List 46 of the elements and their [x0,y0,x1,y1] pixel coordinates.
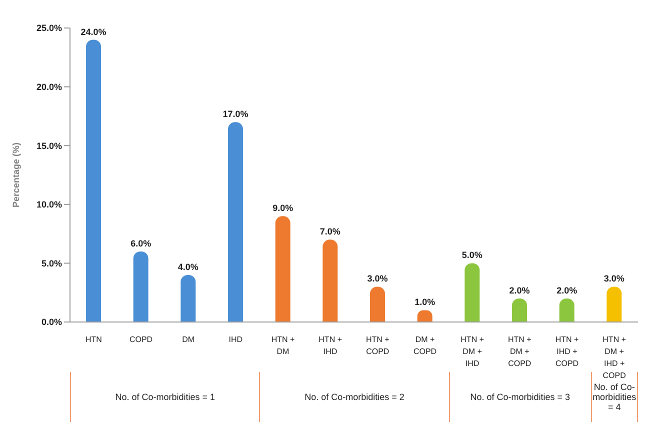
data-label: 2.0% [556,285,578,296]
x-tick-label: IHD [228,335,243,344]
x-tick-label: HTN [85,335,102,344]
y-axis-title: Percentage (%) [11,142,22,208]
x-tick-label: HTN + DM + COPD [508,335,532,368]
y-tick-label: 10.0% [36,200,62,210]
data-label: 2.0% [509,285,530,296]
x-tick-label: DM [182,335,195,344]
x-tick-label: DM + COPD [413,335,437,356]
x-tick-label: HTN + IHD [318,335,342,356]
x-tick-label: HTN + DM + IHD [460,335,484,368]
data-label: 7.0% [320,226,340,237]
bar [228,122,243,322]
y-tick-label: 25.0% [36,23,62,34]
bar [370,286,385,322]
bar [464,263,480,322]
x-tick-label: HTN + COPD [366,335,390,356]
bar [275,216,290,322]
y-tick-label: 15.0% [36,140,62,151]
bar [86,40,101,322]
data-label: 3.0% [604,274,624,284]
bar [559,298,574,322]
data-label: 24.0% [80,26,106,37]
data-label: 5.0% [462,250,482,260]
x-tick-label: COPD [129,335,153,344]
data-label: 9.0% [272,203,294,214]
y-tick-label: 20.0% [36,82,62,92]
x-tick-label: HTN + DM + IHD + COPD [602,335,626,380]
y-tick-label: 5.0% [41,258,62,268]
data-label: 4.0% [178,262,198,272]
x-tick-label: HTN + IHD + COPD [555,335,579,368]
bar [512,298,527,322]
data-label: 1.0% [414,297,436,308]
text: No. of Co-morbidities = 4 [592,382,636,412]
data-label: 6.0% [130,238,152,248]
data-label: 17.0% [222,109,248,120]
bar [180,274,196,322]
text: No. of Co-morbidities = 1 [70,372,260,422]
x-tick-label: HTN + DM [271,335,295,356]
text: No. of Co-morbidities = 3 [448,372,591,422]
text: No. of Co-morbidities = 2 [259,372,449,422]
bar [322,240,338,322]
bar [133,251,148,322]
y-tick-label: 0.0% [41,317,62,328]
data-label: 3.0% [367,274,388,284]
bar [606,286,622,322]
